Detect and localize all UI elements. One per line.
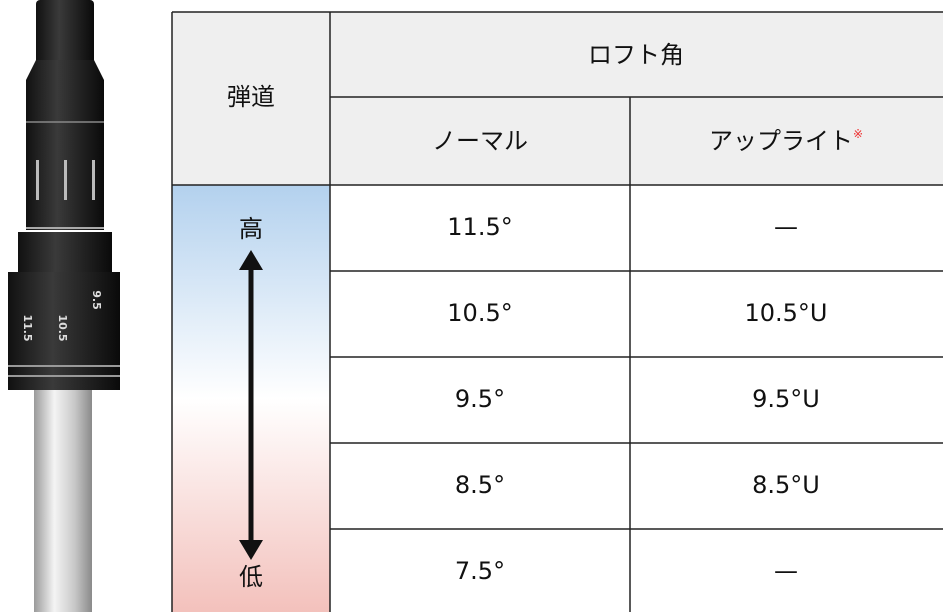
table-body: 11.5° — 10.5° 10.5°U 9.5° 9.5°U 8.5° 8.5°U 7.5° — [447,213,827,585]
table-cell: 8.5° [455,471,505,499]
header-cell: ロフト角 [588,41,684,69]
table-cell: 10.5° [447,299,512,327]
table-cell: 8.5°U [752,471,820,499]
table-lines [171,11,943,612]
trajectory-high: 高 [239,215,263,243]
table-cell: — [774,557,798,585]
sleeve-label: 10.5 [56,314,69,341]
header-cell: 弾道 [227,83,275,111]
sleeve-label: 11.5 [21,314,34,341]
header-bg [172,12,943,185]
table-cell: 10.5°U [744,299,827,327]
sleeve-label: 9.5 [90,290,103,310]
note-mark: ※ [853,127,863,141]
table-cell: 11.5° [447,213,512,241]
sleeve-image: 11.5 10.5 9.5 [8,0,120,612]
header-cell: アップライト※ [709,127,863,156]
trajectory-arrow [239,250,263,560]
table-cell: 9.5° [455,385,505,413]
header-text: アップライト [709,127,853,155]
table-cell: 9.5°U [752,385,820,413]
header-cell: ノーマル [432,127,528,155]
trajectory-low: 低 [239,563,263,591]
table-cell: 7.5° [455,557,505,585]
table-cell: — [774,213,798,241]
